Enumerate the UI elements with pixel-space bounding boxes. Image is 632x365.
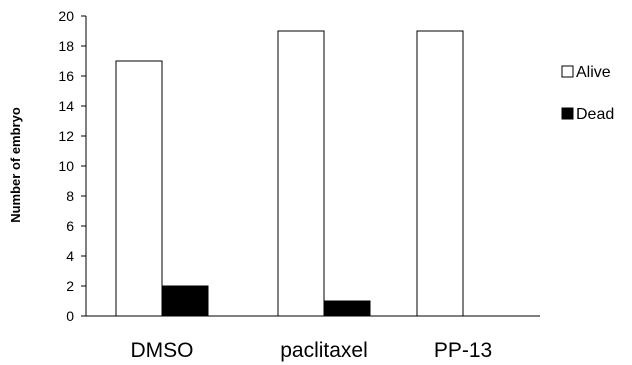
- y-tick-label: 12: [58, 128, 74, 144]
- y-tick-label: 20: [58, 8, 74, 24]
- legend: Alive Dead: [561, 64, 614, 123]
- y-tick-label: 14: [58, 98, 74, 114]
- x-axis: DMSO paclitaxel PP-13: [86, 315, 540, 362]
- y-tick-label: 0: [66, 308, 74, 324]
- y-tick-label: 16: [58, 68, 74, 84]
- legend-label-dead: Dead: [576, 106, 614, 123]
- bar-alive-dmso: [115, 60, 163, 317]
- y-axis: 0 2 4 6 8 10 12 14 16 18 20: [58, 8, 87, 324]
- legend-swatch-alive: [561, 65, 574, 78]
- y-axis-label: Number of embryo: [8, 107, 23, 223]
- y-tick-label: 10: [58, 158, 74, 174]
- x-category-label: DMSO: [131, 339, 194, 362]
- y-tick-label: 4: [66, 248, 74, 264]
- bar-dead-dmso: [161, 285, 209, 317]
- legend-label-alive: Alive: [576, 64, 611, 81]
- bar-alive-paclitaxel: [277, 30, 325, 317]
- y-tick-label: 6: [66, 218, 74, 234]
- y-tick-label: 2: [66, 278, 74, 294]
- bars: [115, 30, 464, 317]
- x-category-label: paclitaxel: [280, 339, 368, 362]
- bar-alive-pp-13: [416, 30, 464, 317]
- y-tick-label: 8: [66, 188, 74, 204]
- legend-swatch-dead: [561, 107, 574, 120]
- bar-dead-paclitaxel: [323, 300, 371, 317]
- y-tick-label: 18: [58, 38, 74, 54]
- x-category-label: PP-13: [434, 339, 492, 362]
